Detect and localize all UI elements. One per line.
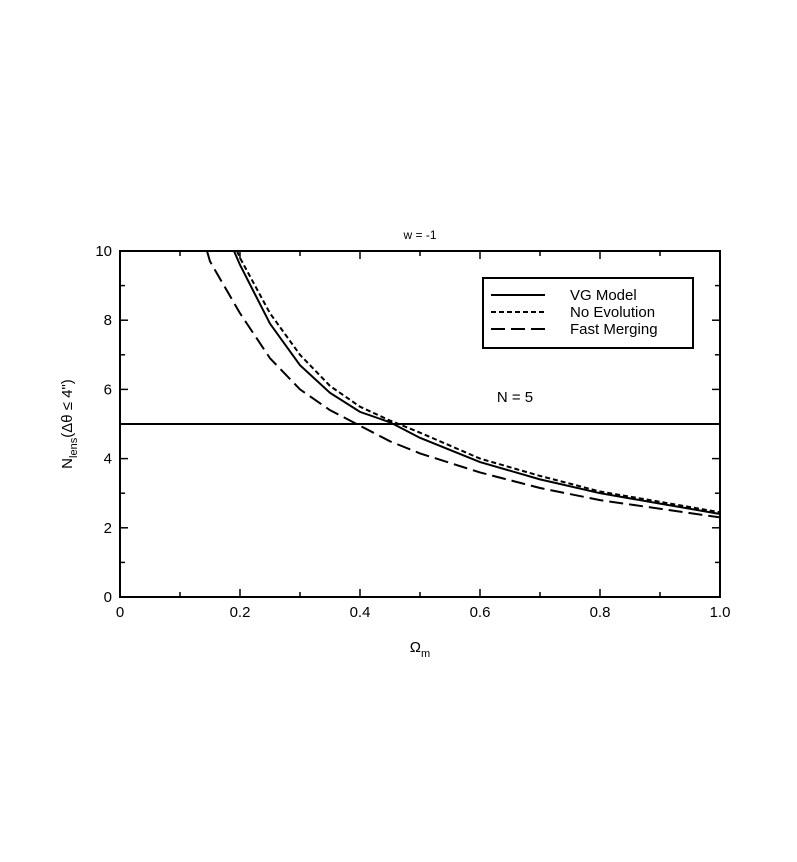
legend-label: Fast Merging — [570, 321, 658, 338]
y-label-sub: lens — [68, 437, 80, 458]
y-tick-label: 2 — [104, 520, 112, 537]
y-tick-label: 4 — [104, 451, 112, 468]
y-axis-label: Nlens(Δθ ≤ 4") — [59, 379, 80, 469]
x-tick-label: 0.2 — [230, 604, 251, 621]
legend-label: VG Model — [570, 287, 637, 304]
y-label-suffix: (Δθ ≤ 4") — [59, 379, 76, 438]
x-tick-label: 0.8 — [590, 604, 611, 621]
x-axis-label: Ωm — [410, 639, 430, 660]
x-tick-label: 0 — [116, 604, 124, 621]
x-label-main: Ω — [410, 639, 421, 656]
x-tick-label: 0.6 — [470, 604, 491, 621]
series-line — [206, 250, 721, 519]
chart-title: w = -1 — [402, 228, 436, 242]
y-tick-label: 6 — [104, 381, 112, 398]
x-tick-label: 0.4 — [350, 604, 371, 621]
y-tick-label: 10 — [95, 243, 112, 260]
reference-label: N = 5 — [497, 389, 533, 406]
series-line — [236, 250, 721, 514]
y-tick-label: 8 — [104, 312, 112, 329]
x-tick-label: 1.0 — [710, 604, 731, 621]
x-label-sub: m — [421, 648, 430, 660]
legend-label: No Evolution — [570, 304, 655, 321]
y-label-main: N — [59, 458, 76, 469]
series-line — [233, 250, 721, 515]
y-tick-label: 0 — [104, 589, 112, 606]
